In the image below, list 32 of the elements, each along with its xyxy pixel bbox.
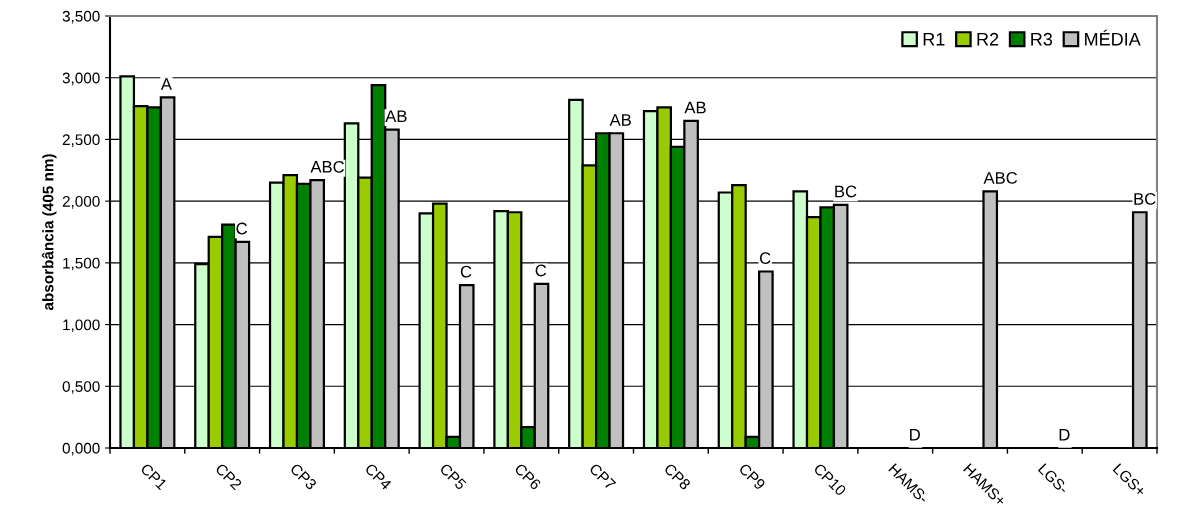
y-axis-title: absorbância (405 nm)	[41, 154, 57, 311]
y-tick-label: 2,000	[62, 196, 100, 209]
annotation: BC	[1134, 192, 1156, 205]
legend-label: R1	[923, 33, 945, 46]
legend-label: R3	[1031, 32, 1053, 46]
annotation: A	[160, 78, 172, 90]
legend-label: R2	[977, 32, 999, 46]
annotation: ABC	[310, 160, 345, 173]
annotation: D	[910, 428, 920, 441]
annotation: AB	[385, 110, 407, 122]
annotation: D	[1059, 428, 1070, 441]
y-tick-label: 0,500	[62, 381, 100, 394]
annotation: ABC	[983, 172, 1018, 184]
y-tick-label: 3,500	[62, 10, 100, 24]
y-tick-label: 0,000	[62, 442, 100, 456]
x-tick-label: CP7	[588, 462, 617, 491]
x-tick-label: CP4	[364, 462, 393, 491]
annotation: BC	[835, 185, 857, 198]
y-tick-label: 3,000	[62, 72, 100, 86]
legend-label: MÉDIA	[1085, 29, 1141, 46]
annotation: C	[460, 265, 472, 278]
x-tick-label: CP6	[513, 462, 542, 491]
y-tick-label: 1,500	[63, 257, 100, 271]
y-tick-label: 1,000	[63, 319, 100, 333]
annotation: C	[759, 252, 771, 265]
x-tick-label: CP9	[738, 462, 766, 491]
x-tick-label: CP5	[439, 462, 467, 491]
y-tick-label: 2,500	[62, 134, 100, 147]
annotation: C	[236, 222, 248, 235]
annotation: AB	[609, 114, 631, 126]
annotation: AB	[684, 101, 706, 114]
annotation: C	[535, 264, 547, 277]
